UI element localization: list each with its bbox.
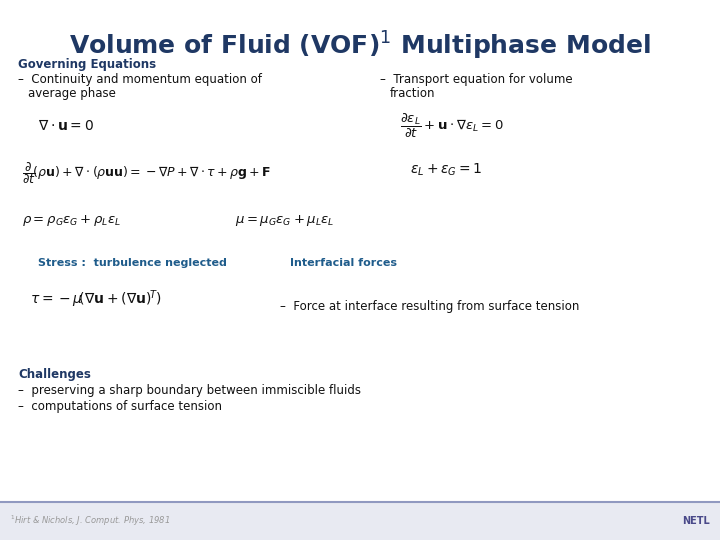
Text: –  computations of surface tension: – computations of surface tension [18, 400, 222, 413]
Text: –  Continuity and momentum equation of: – Continuity and momentum equation of [18, 73, 262, 86]
Text: Challenges: Challenges [18, 368, 91, 381]
Text: Volume of Fluid (VOF)$^1$ Multiphase Model: Volume of Fluid (VOF)$^1$ Multiphase Mod… [69, 30, 651, 62]
Text: Stress :  turbulence neglected: Stress : turbulence neglected [38, 258, 227, 268]
Bar [0, 502, 720, 540]
Text: NETL: NETL [683, 516, 710, 526]
Text: Interfacial forces: Interfacial forces [290, 258, 397, 268]
Text: $\dfrac{\partial \varepsilon_L}{\partial t} + \mathbf{u} \cdot \nabla \varepsilo: $\dfrac{\partial \varepsilon_L}{\partial… [400, 112, 503, 140]
Text: $\rho = \rho_G \varepsilon_G + \rho_L \varepsilon_L$: $\rho = \rho_G \varepsilon_G + \rho_L \v… [22, 213, 121, 228]
Text: $\nabla \cdot \mathbf{u} = 0$: $\nabla \cdot \mathbf{u} = 0$ [38, 118, 94, 133]
Text: $\mu = \mu_G \varepsilon_G + \mu_L \varepsilon_L$: $\mu = \mu_G \varepsilon_G + \mu_L \vare… [235, 213, 335, 228]
Text: $\dfrac{\partial}{\partial t}\!\left(\rho\mathbf{u}\right) + \nabla \cdot \left(: $\dfrac{\partial}{\partial t}\!\left(\rh… [22, 160, 271, 186]
Text: $^1$Hirt & Nichols, J. Comput. Phys, 1981: $^1$Hirt & Nichols, J. Comput. Phys, 198… [10, 514, 170, 528]
Text: $\tau = -\mu\!\left(\nabla\mathbf{u} + \left(\nabla\mathbf{u}\right)^{\!T}\right: $\tau = -\mu\!\left(\nabla\mathbf{u} + \… [30, 288, 162, 309]
Text: Governing Equations: Governing Equations [18, 58, 156, 71]
Text: $\varepsilon_L + \varepsilon_G = 1$: $\varepsilon_L + \varepsilon_G = 1$ [410, 162, 482, 178]
Text: –  Force at interface resulting from surface tension: – Force at interface resulting from surf… [280, 300, 580, 313]
Text: fraction: fraction [390, 87, 436, 100]
Text: –  Transport equation for volume: – Transport equation for volume [380, 73, 572, 86]
Text: –  preserving a sharp boundary between immiscible fluids: – preserving a sharp boundary between im… [18, 384, 361, 397]
Text: average phase: average phase [28, 87, 116, 100]
